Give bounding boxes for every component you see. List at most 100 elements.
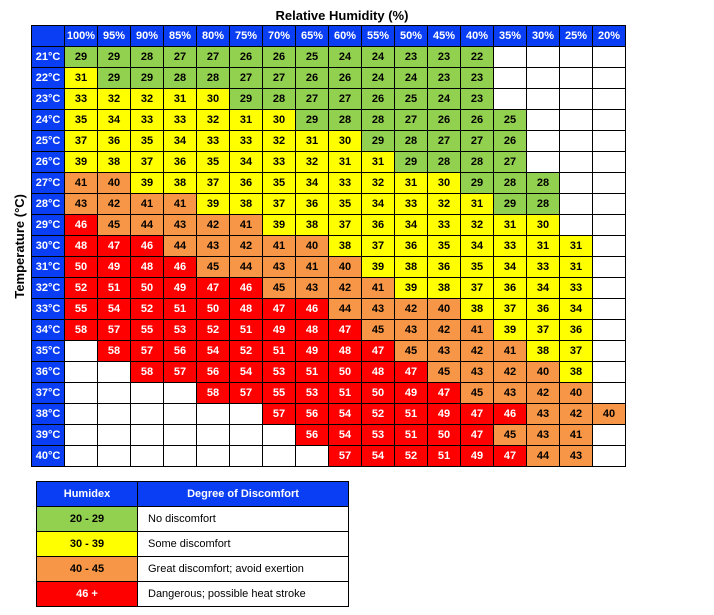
humidex-cell (527, 47, 560, 68)
humidity-header: 75% (230, 26, 263, 47)
humidex-cell (593, 131, 626, 152)
humidex-cell: 28 (494, 173, 527, 194)
humidex-cell: 44 (527, 446, 560, 467)
legend-desc: Great discomfort; avoid exertion (138, 557, 349, 582)
humidex-cell: 49 (428, 404, 461, 425)
humidex-cell: 29 (395, 152, 428, 173)
humidex-cell: 33 (230, 131, 263, 152)
humidex-cell (131, 404, 164, 425)
y-axis-label: Temperature (°C) (8, 194, 31, 299)
humidex-cell: 47 (197, 278, 230, 299)
humidity-header: 55% (362, 26, 395, 47)
humidex-cell: 31 (560, 236, 593, 257)
humidex-cell (560, 194, 593, 215)
humidex-cell: 28 (131, 47, 164, 68)
table-row: 37°C585755535150494745434240 (32, 383, 626, 404)
humidex-cell: 40 (98, 173, 131, 194)
humidex-cell: 26 (296, 68, 329, 89)
humidex-cell: 50 (329, 362, 362, 383)
humidex-cell (560, 152, 593, 173)
humidex-cell: 43 (527, 404, 560, 425)
humidex-cell: 37 (197, 173, 230, 194)
humidex-cell (164, 383, 197, 404)
humidex-cell (263, 446, 296, 467)
humidex-cell: 22 (461, 47, 494, 68)
humidex-cell (98, 446, 131, 467)
humidex-cell (230, 404, 263, 425)
humidex-cell: 44 (164, 236, 197, 257)
humidity-header: 60% (329, 26, 362, 47)
humidex-cell: 38 (527, 341, 560, 362)
humidex-cell: 23 (461, 68, 494, 89)
humidex-cell (131, 425, 164, 446)
humidex-cell: 26 (230, 47, 263, 68)
humidex-cell (560, 68, 593, 89)
humidex-cell: 41 (131, 194, 164, 215)
humidex-cell: 23 (428, 68, 461, 89)
humidity-header: 40% (461, 26, 494, 47)
humidex-cell: 55 (131, 320, 164, 341)
humidex-cell: 28 (527, 194, 560, 215)
humidex-cell (527, 152, 560, 173)
humidex-cell (593, 341, 626, 362)
humidex-cell: 49 (98, 257, 131, 278)
humidex-cell (131, 383, 164, 404)
humidex-cell: 58 (65, 320, 98, 341)
humidex-cell: 24 (362, 47, 395, 68)
humidex-cell: 51 (230, 320, 263, 341)
humidex-cell: 52 (230, 341, 263, 362)
humidex-cell: 29 (98, 68, 131, 89)
humidex-cell: 49 (263, 320, 296, 341)
humidex-cell: 43 (263, 257, 296, 278)
temperature-header: 34°C (32, 320, 65, 341)
humidex-cell: 42 (230, 236, 263, 257)
humidex-cell (263, 425, 296, 446)
humidex-cell: 46 (296, 299, 329, 320)
humidex-cell: 54 (98, 299, 131, 320)
humidex-cell: 42 (98, 194, 131, 215)
humidex-cell (593, 173, 626, 194)
humidex-cell: 50 (65, 257, 98, 278)
humidex-cell: 47 (263, 299, 296, 320)
humidity-header: 20% (593, 26, 626, 47)
humidex-cell (560, 89, 593, 110)
humidex-cell (593, 299, 626, 320)
table-row: 39°C565453515047454341 (32, 425, 626, 446)
humidex-cell: 31 (494, 215, 527, 236)
humidex-cell: 37 (329, 215, 362, 236)
humidex-cell: 37 (131, 152, 164, 173)
humidex-cell: 35 (131, 131, 164, 152)
humidex-cell: 35 (329, 194, 362, 215)
humidex-cell: 47 (395, 362, 428, 383)
humidex-cell: 28 (527, 173, 560, 194)
humidex-cell: 36 (98, 131, 131, 152)
legend-range: 40 - 45 (37, 557, 138, 582)
humidex-cell: 52 (65, 278, 98, 299)
humidex-cell: 48 (296, 320, 329, 341)
humidex-cell: 26 (362, 89, 395, 110)
humidex-cell: 33 (527, 257, 560, 278)
table-row: 38°C5756545251494746434240 (32, 404, 626, 425)
legend-range: 46 + (37, 582, 138, 607)
temperature-header: 27°C (32, 173, 65, 194)
humidex-cell: 45 (263, 278, 296, 299)
table-row: 33°C55545251504847464443424038373634 (32, 299, 626, 320)
humidex-cell: 53 (362, 425, 395, 446)
humidex-cell (593, 47, 626, 68)
humidex-cell: 27 (296, 89, 329, 110)
legend-desc: Some discomfort (138, 532, 349, 557)
temperature-header: 31°C (32, 257, 65, 278)
humidex-cell (131, 446, 164, 467)
humidex-cell: 48 (362, 362, 395, 383)
humidex-cell: 27 (230, 68, 263, 89)
humidex-cell (164, 425, 197, 446)
humidex-cell: 36 (296, 194, 329, 215)
temperature-header: 39°C (32, 425, 65, 446)
humidex-cell: 33 (560, 278, 593, 299)
humidex-cell (296, 446, 329, 467)
humidex-cell: 33 (197, 131, 230, 152)
humidex-cell (65, 362, 98, 383)
humidex-cell: 34 (494, 257, 527, 278)
humidex-cell (65, 425, 98, 446)
humidex-cell: 47 (329, 320, 362, 341)
